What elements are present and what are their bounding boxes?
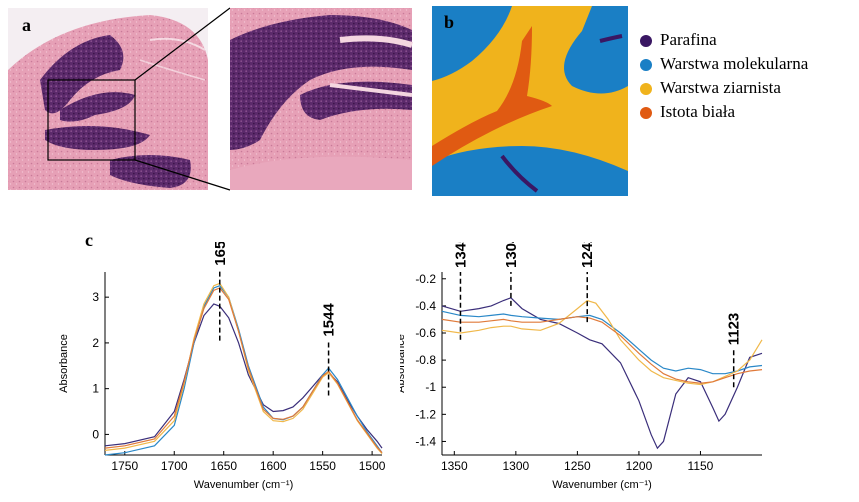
x-tick-label: 1650 xyxy=(210,459,237,473)
y-tick-label: -0.4 xyxy=(415,299,436,313)
legend-label: Parafina xyxy=(660,30,717,49)
y-tick-label: 3 xyxy=(92,290,99,304)
legend-item-ziarnista: Warstwa ziarnista xyxy=(640,78,855,100)
y-tick-label: -0.2 xyxy=(415,272,436,286)
panel-b-segmentation-map xyxy=(432,6,628,196)
peak-label: 1345 xyxy=(452,242,469,268)
y-tick-label: -1 xyxy=(425,380,436,394)
series-line-3 xyxy=(441,316,763,384)
zoom-connector-top xyxy=(134,7,231,81)
x-axis-label: Wavenumber (cm⁻¹) xyxy=(194,479,294,491)
zoom-connector-bottom xyxy=(134,159,231,191)
x-tick-label: 1350 xyxy=(441,459,468,473)
legend-dot xyxy=(640,107,652,119)
peak-label: 1242 xyxy=(579,242,596,268)
x-tick-label: 1500 xyxy=(359,459,386,473)
legend-label: Warstwa ziarnista xyxy=(660,78,781,97)
legend-dot xyxy=(640,35,652,47)
series-line-1 xyxy=(104,284,383,456)
legend-dot xyxy=(640,83,652,95)
fingerprint-spectrum-chart: 1350 1300 1250 1200 1150 -0.2 -0.4 -0.6 -0.8 -1 -1… xyxy=(400,242,763,491)
y-axis-label: Absorbance xyxy=(400,334,407,393)
legend-label: Warstwa molekularna xyxy=(660,54,809,73)
x-tick-label: 1250 xyxy=(564,459,591,473)
x-tick-label: 1600 xyxy=(260,459,287,473)
y-tick-label: 2 xyxy=(92,336,99,350)
legend-dot xyxy=(640,59,652,71)
peak-label: 1304 xyxy=(503,242,520,268)
y-tick-label: -1.2 xyxy=(415,407,436,421)
series-line-2 xyxy=(104,282,383,454)
peak-label: 1544 xyxy=(321,303,338,337)
map-paraffin-top xyxy=(599,34,623,43)
legend-item-istota: Istota biała xyxy=(640,102,855,124)
series-line-1 xyxy=(441,310,763,375)
legend-label: Istota biała xyxy=(660,102,736,121)
y-tick-label: -0.8 xyxy=(415,353,436,367)
histology-overview-image xyxy=(8,8,208,190)
x-tick-label: 1150 xyxy=(688,459,714,473)
y-tick-label: -0.6 xyxy=(415,326,436,340)
map-white-matter xyxy=(432,26,552,166)
series-line-3 xyxy=(104,287,383,454)
map-molecular-bottom xyxy=(432,146,628,196)
amide-spectrum-chart: 1750 1700 1650 1600 1550 1500 0 1 2 3 Wavenumber (… xyxy=(58,242,386,491)
panel-label-b: b xyxy=(444,12,455,32)
x-tick-label: 1700 xyxy=(161,459,188,473)
map-paraffin-bottom xyxy=(500,154,539,193)
legend: Parafina Warstwa molekularna Warstwa zia… xyxy=(640,30,855,126)
series-line-0 xyxy=(441,297,763,450)
panel-label-a: a xyxy=(22,15,31,35)
x-tick-label: 1750 xyxy=(111,459,138,473)
series-line-2 xyxy=(441,299,763,386)
peak-label: 1654 xyxy=(212,242,229,266)
x-axis-label: Wavenumber (cm⁻¹) xyxy=(552,479,652,491)
y-tick-label: -1.4 xyxy=(415,434,436,448)
map-molecular-top-left xyxy=(432,6,512,81)
y-axis-label: Absorbance xyxy=(58,334,70,393)
legend-item-molekularna: Warstwa molekularna xyxy=(640,54,855,76)
x-tick-label: 1550 xyxy=(309,459,336,473)
map-molecular-top-right xyxy=(564,6,628,94)
y-tick-label: 1 xyxy=(92,382,99,396)
histology-zoom-image xyxy=(230,8,413,190)
x-tick-label: 1300 xyxy=(502,459,529,473)
series-line-0 xyxy=(104,303,383,449)
panel-label-c: c xyxy=(85,230,93,250)
peak-label: 1123 xyxy=(726,313,743,346)
y-tick-label: 0 xyxy=(92,427,99,441)
x-tick-label: 1200 xyxy=(626,459,653,473)
legend-item-parafina: Parafina xyxy=(640,30,855,52)
panel-a-histology xyxy=(8,7,413,191)
